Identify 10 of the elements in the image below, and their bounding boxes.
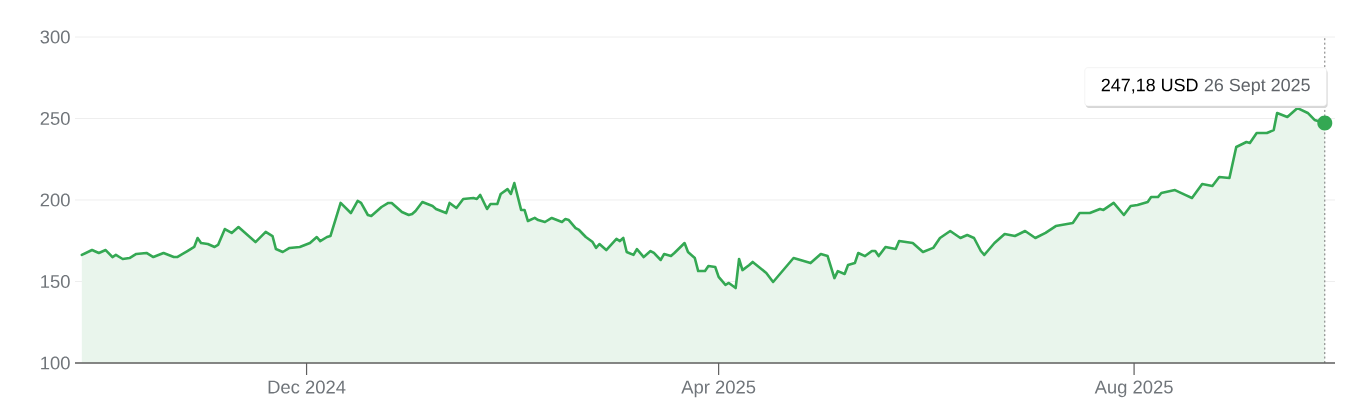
y-tick-label: 150 bbox=[41, 274, 70, 289]
y-tick-label: 100 bbox=[41, 356, 70, 370]
x-tick-label: Aug 2025 bbox=[1094, 380, 1173, 398]
y-tick-label: 200 bbox=[40, 193, 70, 207]
x-tick-label: Dec 2024 bbox=[268, 380, 346, 394]
annotation: 247,18 USD bbox=[1101, 78, 1198, 94]
x-tick-label: Apr 2025 bbox=[681, 380, 756, 398]
y-tick-label: 300 bbox=[40, 30, 70, 44]
annotation: 26 Sept 2025 bbox=[1204, 78, 1310, 95]
y-tick-label: 250 bbox=[40, 111, 70, 126]
